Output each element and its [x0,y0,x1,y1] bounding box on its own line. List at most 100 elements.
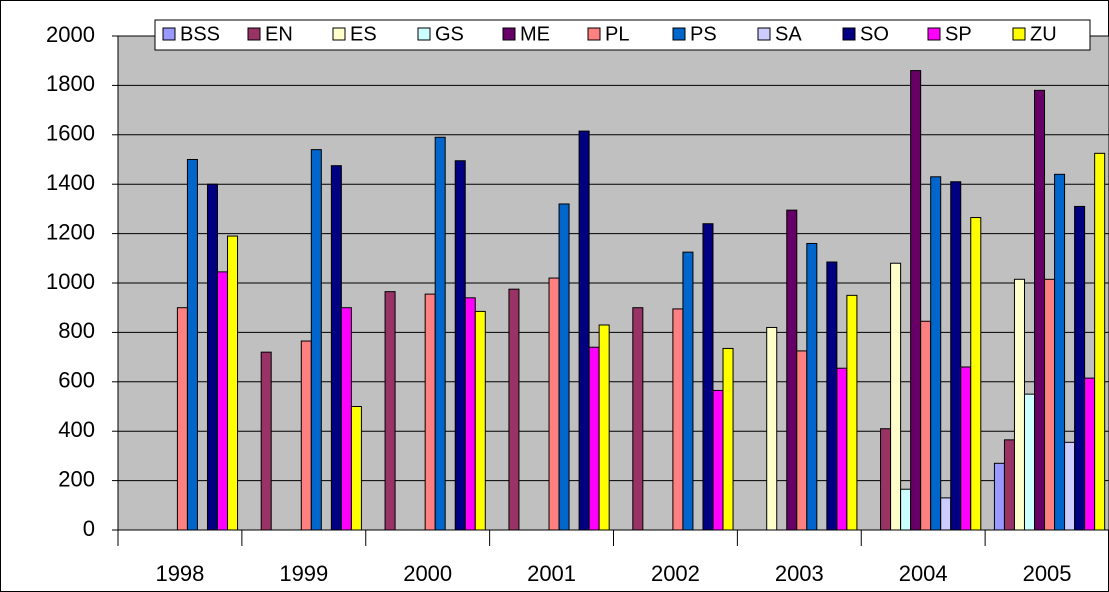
y-tick-label: 600 [58,368,95,393]
bar [880,428,892,531]
bar [578,130,590,531]
bar [1003,439,1015,531]
legend-swatch [587,27,601,41]
bar [722,347,734,531]
bar [350,406,362,531]
bar [806,242,818,531]
bar [1094,152,1106,531]
legend-label: BSS [180,23,220,45]
bar [920,320,932,531]
x-tick-label: 2005 [1023,561,1072,586]
legend-label: EN [265,23,293,45]
bar [900,488,912,531]
bar [1034,89,1046,531]
bar [1013,278,1025,531]
bar [1074,205,1086,531]
legend-swatch [672,27,686,41]
legend-swatch [1012,27,1026,41]
bar [826,261,838,531]
x-tick-label: 2002 [651,561,700,586]
bar [682,251,694,531]
bar [216,271,229,531]
bar [672,308,684,531]
bar [1044,278,1056,531]
bar [766,326,778,531]
bar [712,389,724,531]
y-tick-label: 1200 [46,219,95,244]
bar [310,149,322,531]
x-tick-label: 2000 [403,561,452,586]
legend-label: SP [945,23,972,45]
y-tick-label: 1800 [46,71,95,96]
bar [206,183,218,531]
bar [176,307,188,531]
y-tick-label: 400 [58,417,95,442]
bar [598,324,610,531]
y-tick-label: 1600 [46,121,95,146]
bar [1084,377,1096,531]
legend-swatch [162,27,176,41]
y-tick-label: 800 [58,318,95,343]
bar [970,217,982,531]
bar [890,262,902,531]
legend-swatch [417,27,431,41]
bar [300,340,312,531]
x-tick-label: 2004 [899,561,948,586]
legend-swatch [332,27,346,41]
legend-swatch [757,27,771,41]
bar [960,366,972,531]
bar [1023,393,1036,531]
legend-label: PS [690,23,717,45]
bar [227,235,239,531]
y-tick-label: 2000 [46,22,95,47]
x-tick-label: 1999 [279,561,328,586]
bar [796,350,808,531]
legend-label: GS [435,23,464,45]
bar [940,497,952,531]
bar [186,159,198,531]
y-tick-label: 1400 [46,170,95,195]
y-tick-label: 200 [58,466,95,491]
bar [632,307,644,531]
y-tick-label: 0 [83,516,95,541]
bar [910,70,922,531]
x-tick-label: 2003 [775,561,824,586]
y-tick-label: 1000 [46,269,95,294]
bar [454,160,466,531]
bar [786,209,798,531]
legend-label: SO [860,23,889,45]
bar [464,297,476,531]
legend-label: ME [520,23,550,45]
bar [930,176,942,531]
bar [950,181,962,531]
legend-label: PL [605,23,629,45]
legend-label: ES [350,23,377,45]
bar [548,277,560,531]
bar [836,367,848,531]
bar [260,351,272,531]
bar [588,346,600,531]
bar [384,291,396,531]
legend-swatch [927,27,941,41]
bar [434,136,446,531]
legend-swatch [502,27,516,41]
bar [558,203,570,531]
bar [993,462,1005,531]
bar [1054,173,1066,531]
bar [846,294,858,531]
bar [424,293,436,531]
legend-swatch [842,27,856,41]
x-tick-label: 1998 [155,561,204,586]
legend: BSS EN ES GS ME PL PS SA SO SP ZU [154,19,1091,51]
bar [1064,441,1076,531]
bar [474,310,486,531]
legend-label: ZU [1030,23,1057,45]
bar [508,288,520,531]
legend-label: SA [775,23,802,45]
bar [702,223,714,531]
bar [340,307,352,531]
legend-swatch [247,27,261,41]
x-tick-label: 2001 [527,561,576,586]
bar [330,165,342,531]
